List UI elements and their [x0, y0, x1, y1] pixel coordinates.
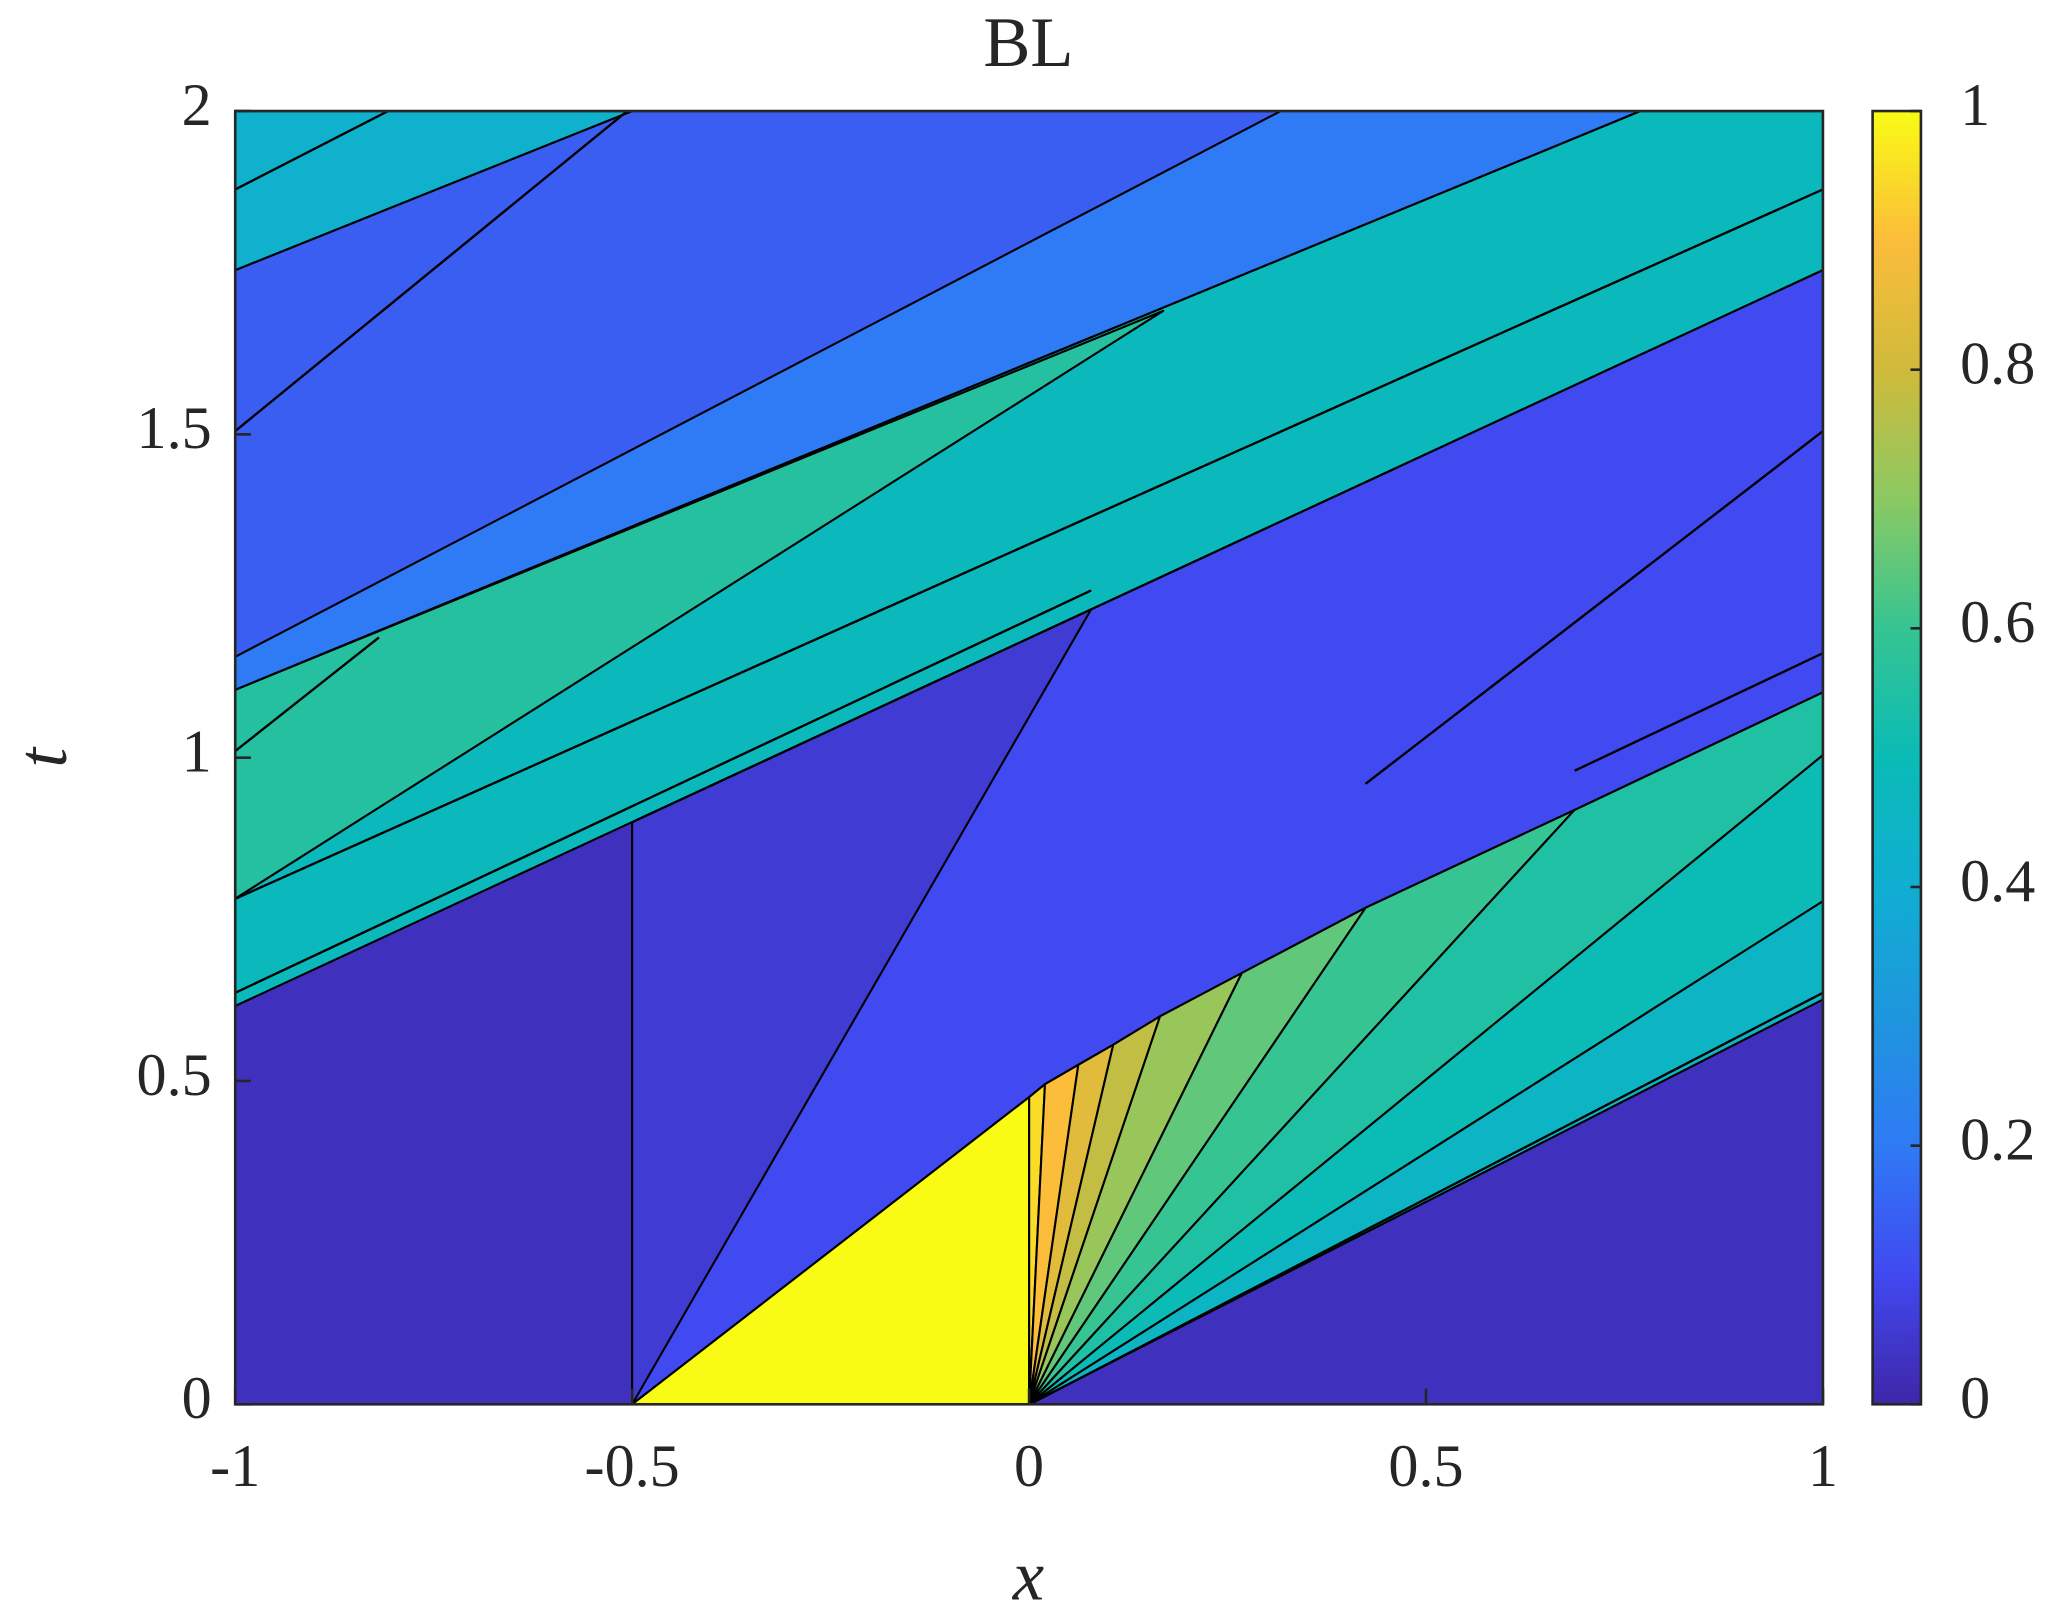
y-tick-label: 0.5 [137, 1042, 212, 1109]
contour-line [1029, 991, 1823, 1405]
contour-region [235, 111, 1642, 691]
x-axis-label: x [1012, 1537, 1044, 1612]
contour-region [631, 1096, 1031, 1405]
y-tick-label: 2 [182, 72, 212, 139]
y-axis-label: t [4, 745, 82, 767]
contour-region [1028, 900, 1823, 1405]
contour-region [235, 111, 634, 272]
colorbar-tick-label: 0.4 [1960, 848, 2035, 915]
contour-lines [235, 111, 1823, 1405]
contour-fill [235, 111, 1823, 1405]
contour-line [1364, 430, 1823, 785]
chart-title: BL [983, 4, 1073, 82]
colorbar [1871, 109, 1923, 1406]
contour-line [235, 111, 389, 191]
y-tick-label: 1.5 [137, 395, 212, 462]
x-tick-label: 0.5 [1388, 1433, 1463, 1500]
colorbar-tick-label: 0 [1960, 1365, 1990, 1432]
x-tick-label: 0 [1014, 1433, 1044, 1500]
colorbar-tick-label: 1 [1960, 72, 1990, 139]
colorbar-tick-label: 0.8 [1960, 330, 2035, 397]
x-tick-label: 1 [1808, 1433, 1838, 1500]
contour-region [235, 309, 1165, 900]
x-tick-label: -1 [210, 1433, 260, 1500]
contour-line [235, 111, 628, 432]
colorbar-tick-label: 0.6 [1960, 589, 2035, 656]
contour-line [235, 188, 1823, 900]
y-tick-label: 0 [182, 1365, 212, 1432]
y-tick-label: 1 [182, 718, 212, 785]
contour-region [631, 608, 1093, 1405]
colorbar-tick-label: 0.2 [1960, 1106, 2035, 1173]
x-tick-label: -0.5 [585, 1433, 680, 1500]
contour-line [235, 636, 380, 753]
contour-line [235, 589, 1092, 994]
contour-line [1574, 652, 1823, 772]
